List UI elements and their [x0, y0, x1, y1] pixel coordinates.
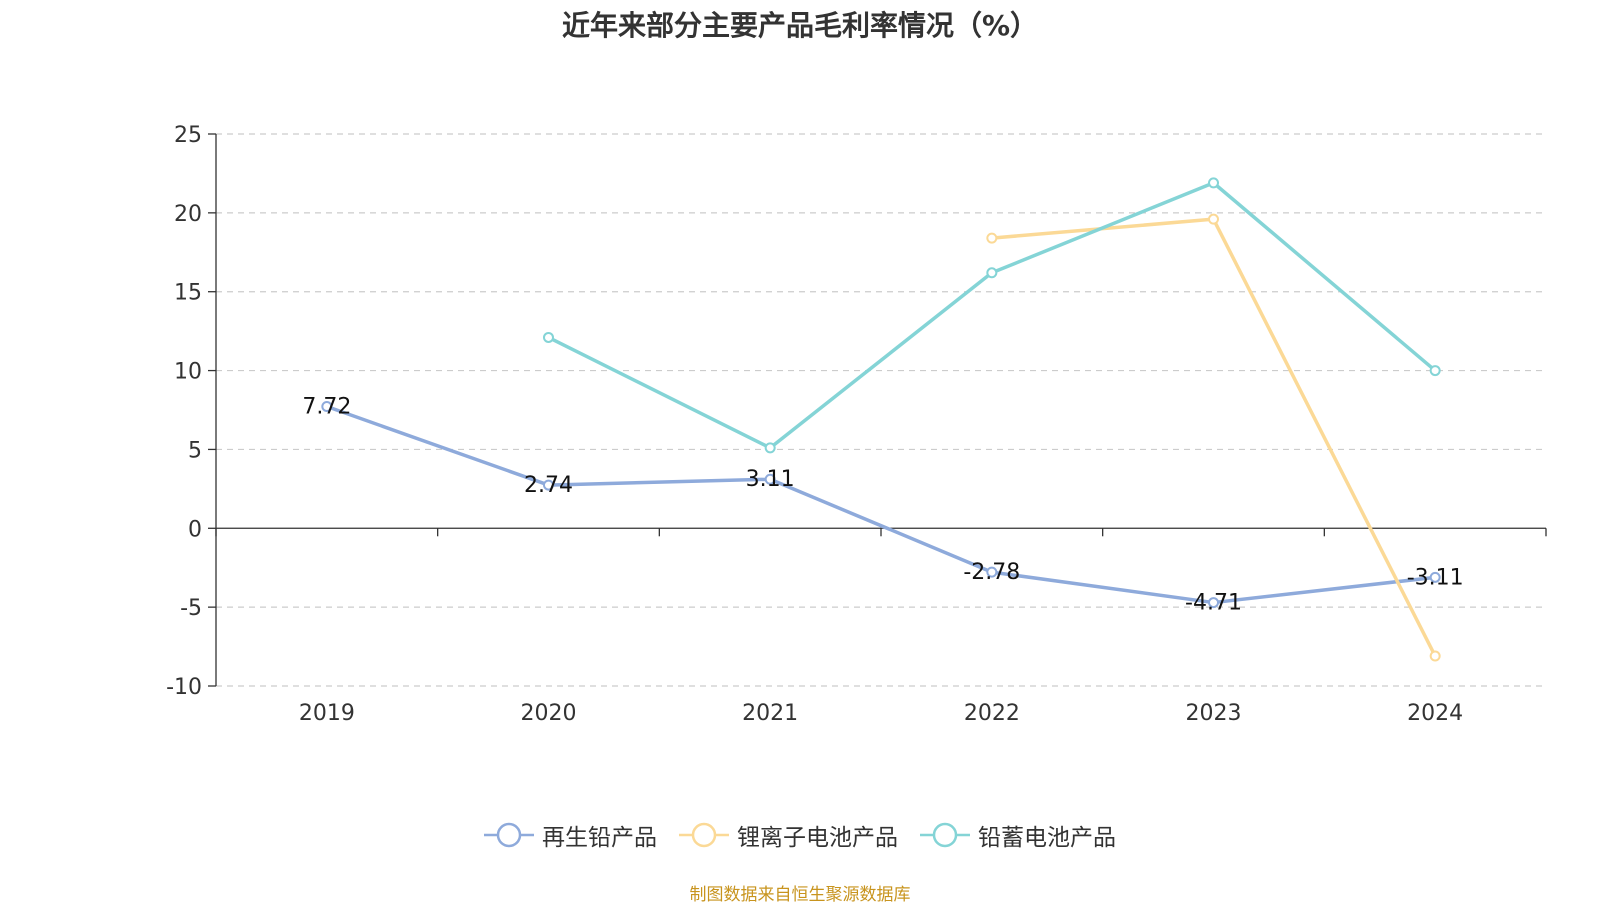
- legend-item[interactable]: 锂离子电池产品: [679, 818, 898, 852]
- legend-marker: [691, 822, 717, 848]
- series-line-0: [326, 404, 1436, 605]
- data-label: -3.11: [1407, 565, 1464, 590]
- y-tick-label: 0: [188, 517, 202, 542]
- data-point: [1429, 365, 1441, 377]
- legend-item[interactable]: 再生铅产品: [484, 818, 657, 852]
- legend-marker: [496, 822, 522, 848]
- legend-item[interactable]: 铅蓄电池产品: [920, 818, 1116, 852]
- x-tick-label: 2024: [1407, 701, 1463, 726]
- data-label: 3.11: [746, 467, 795, 492]
- data-label: -4.71: [1185, 591, 1242, 616]
- y-tick-label: 25: [174, 123, 202, 148]
- y-tick-label: 10: [174, 360, 202, 385]
- legend-marker: [932, 822, 958, 848]
- x-tick-label: 2020: [521, 701, 577, 726]
- data-point: [1208, 597, 1219, 609]
- legend-label: 铅蓄电池产品: [978, 825, 1116, 851]
- x-tick-label: 2019: [299, 701, 355, 726]
- legend-swatch-icon: [920, 822, 970, 848]
- data-point: [543, 479, 554, 491]
- x-tick-label: 2022: [964, 701, 1020, 726]
- data-label: -2.78: [963, 560, 1020, 585]
- data-point: [986, 232, 998, 244]
- data-point: [1429, 650, 1441, 662]
- data-point: [543, 331, 554, 343]
- data-point: [764, 473, 776, 485]
- y-tick-label: 15: [174, 281, 202, 306]
- legend-swatch-icon: [484, 822, 534, 848]
- data-point: [1208, 177, 1219, 189]
- legend-swatch-icon: [679, 822, 729, 848]
- y-tick-label: -5: [180, 596, 202, 621]
- x-tick-label: 2023: [1186, 701, 1242, 726]
- x-tick-label: 2021: [742, 701, 798, 726]
- source-note: 制图数据来自恒生聚源数据库: [689, 885, 911, 905]
- legend-label: 锂离子电池产品: [737, 825, 898, 851]
- data-point: [764, 442, 776, 454]
- series-line-2: [547, 181, 1437, 450]
- data-point: [1429, 571, 1441, 583]
- legend-label: 再生铅产品: [542, 825, 657, 851]
- y-tick-label: -10: [166, 675, 202, 700]
- line-chart: -10 -5 0 5 10 15 20 25 2019 2020 2021 2022 2023 2024 7…: [166, 123, 1547, 726]
- chart-title: 近年来部分主要产品毛利率情况（%）: [561, 9, 1039, 42]
- data-point: [321, 401, 333, 413]
- y-tick-label: 20: [174, 202, 202, 227]
- data-point: [986, 267, 998, 279]
- y-tick-label: 5: [188, 438, 202, 463]
- data-point: [986, 566, 998, 578]
- data-point: [1208, 213, 1219, 225]
- data-label: 7.72: [302, 395, 351, 420]
- chart-legend: 再生铅产品 锂离子电池产品 铅蓄电池产品: [0, 818, 1600, 852]
- data-label: 2.74: [524, 473, 573, 498]
